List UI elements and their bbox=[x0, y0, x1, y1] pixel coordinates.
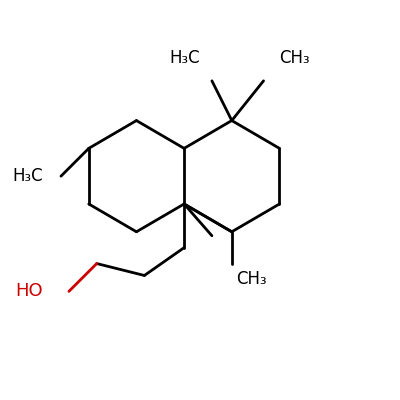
Text: CH₃: CH₃ bbox=[236, 270, 266, 288]
Text: CH₃: CH₃ bbox=[280, 49, 310, 67]
Text: H₃C: H₃C bbox=[169, 49, 200, 67]
Text: H₃C: H₃C bbox=[12, 167, 43, 185]
Text: HO: HO bbox=[16, 282, 43, 300]
